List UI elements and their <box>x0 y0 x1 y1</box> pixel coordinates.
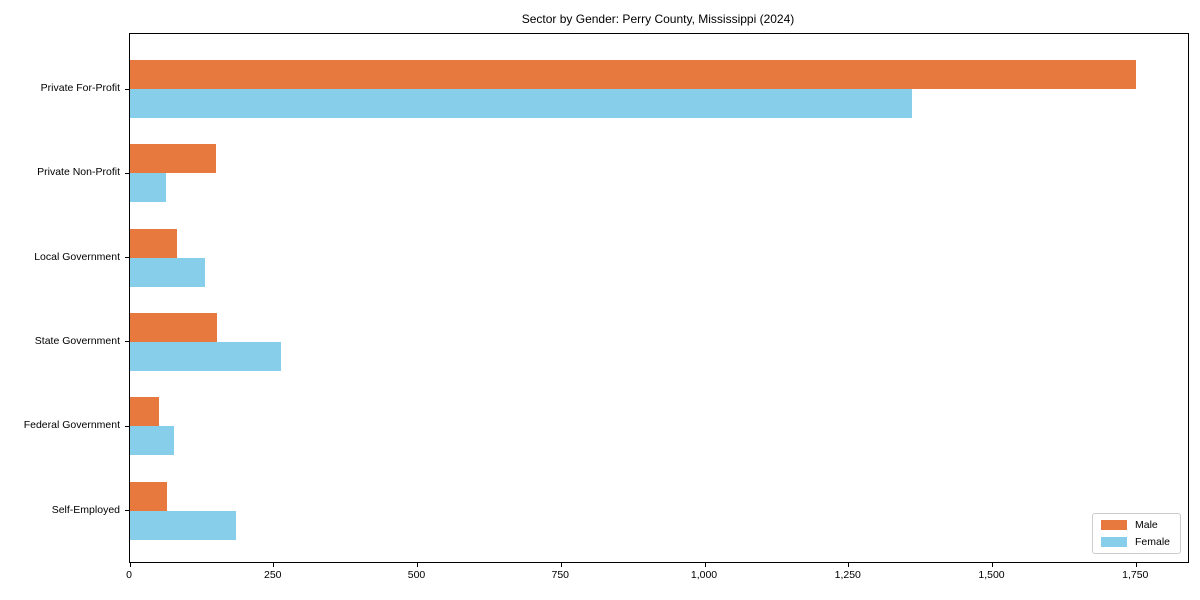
x-tick-label: 750 <box>551 569 570 581</box>
plot-area: Male Female <box>125 33 1189 567</box>
y-tick-label: Federal Government <box>23 419 120 432</box>
x-tick-mark <box>1135 562 1137 567</box>
y-tick-mark <box>125 341 130 343</box>
x-tick-mark <box>848 562 850 567</box>
legend: Male Female <box>1091 513 1181 554</box>
bar-male-3 <box>130 228 178 258</box>
bar-male-4 <box>130 312 218 342</box>
x-tick-mark <box>560 562 562 567</box>
y-tick-label: Self-Employed <box>51 503 120 516</box>
bar-female-6 <box>130 510 237 540</box>
bar-male-2 <box>130 144 217 174</box>
legend-label-male: Male <box>1134 519 1158 531</box>
y-tick-label: Local Government <box>34 250 120 263</box>
y-tick-mark <box>125 257 130 259</box>
x-tick-label: 1,250 <box>834 569 861 581</box>
x-tick-mark <box>704 562 706 567</box>
bar-female-5 <box>130 426 175 456</box>
y-tick-label: Private For-Profit <box>40 82 120 94</box>
x-tick-label: 1,750 <box>1122 569 1149 581</box>
y-tick-mark <box>125 510 130 511</box>
chart-title: Sector by Gender: Perry County, Mississi… <box>521 12 795 26</box>
y-tick-label: State Government <box>34 334 120 347</box>
x-tick-label: 1,500 <box>978 569 1005 581</box>
bar-male-6 <box>130 481 168 511</box>
y-tick-mark <box>125 425 130 427</box>
bar-female-3 <box>130 257 205 287</box>
y-tick-label: Private Non-Profit <box>37 166 120 179</box>
legend-swatch-female <box>1100 537 1127 547</box>
x-tick-label: 1,000 <box>690 569 718 581</box>
bar-male-1 <box>130 60 1137 89</box>
legend-row-male: Male <box>1100 519 1170 531</box>
legend-swatch-male <box>1100 520 1127 530</box>
x-tick-mark <box>992 562 993 567</box>
legend-label-female: Female <box>1134 536 1170 548</box>
bar-male-5 <box>130 397 159 427</box>
x-tick-mark <box>417 562 418 567</box>
x-tick-mark <box>129 562 131 567</box>
bar-female-4 <box>130 341 281 371</box>
x-tick-label: 500 <box>407 569 426 581</box>
x-tick-mark <box>273 562 275 567</box>
bar-female-2 <box>130 173 166 203</box>
y-tick-mark <box>125 88 130 90</box>
legend-row-female: Female <box>1100 536 1170 548</box>
bar-female-1 <box>130 89 912 118</box>
x-tick-label: 0 <box>126 569 132 581</box>
x-tick-label: 250 <box>263 569 282 581</box>
y-tick-mark <box>125 172 130 174</box>
